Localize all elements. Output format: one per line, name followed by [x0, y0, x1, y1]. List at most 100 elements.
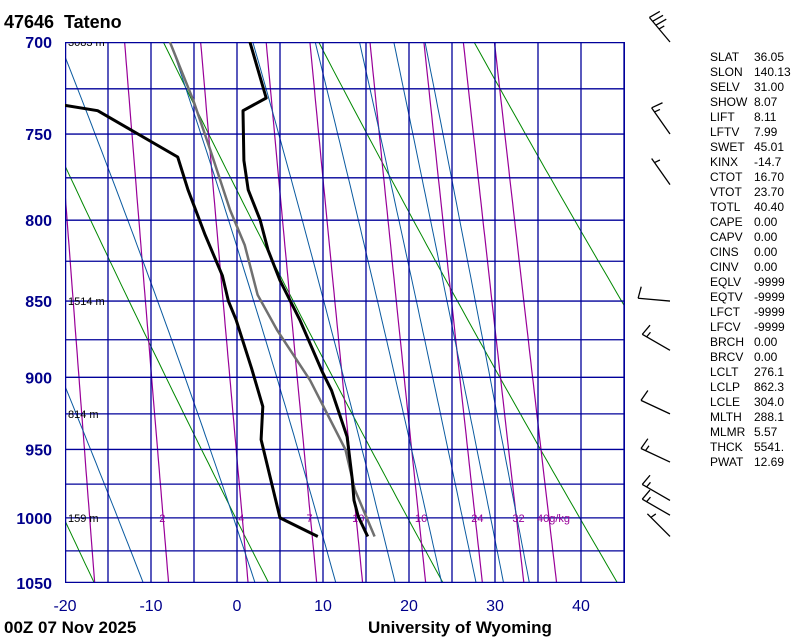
index-label: CINV [710, 260, 739, 274]
index-value: -9999 [754, 320, 785, 334]
height-label: 3083 m [68, 37, 105, 49]
dry-adiabat [162, 42, 444, 583]
wind-barb [637, 286, 671, 302]
index-label: MLTH [710, 410, 742, 424]
index-label: EQTV [710, 290, 743, 304]
index-label: MLMR [710, 425, 746, 439]
index-label: CINS [710, 245, 739, 259]
index-label: LFCT [710, 305, 741, 319]
index-value: 7.99 [754, 125, 778, 139]
index-value: 0.00 [754, 230, 778, 244]
pressure-tick-label: 950 [25, 442, 52, 459]
dewpoint-line [65, 103, 319, 538]
index-label: TOTL [710, 200, 741, 214]
wind-barb-staff [641, 483, 671, 502]
moist-adiabat [424, 42, 530, 583]
index-label: THCK [710, 440, 743, 454]
moist-adiabat [314, 42, 443, 583]
wind-barb [641, 474, 671, 502]
wind-barb [640, 438, 671, 463]
index-value: -9999 [754, 275, 785, 289]
pressure-tick-label: 750 [25, 127, 52, 144]
mixing-ratio-line [199, 42, 249, 583]
index-label: BRCV [710, 350, 743, 364]
index-value: 0.00 [754, 350, 778, 364]
height-label: 814 m [68, 409, 99, 421]
wind-barb-staff [648, 17, 671, 43]
wind-barb-half-tick [658, 25, 665, 30]
index-value: 140.13 [754, 65, 791, 79]
temperature-tick-label: -20 [53, 598, 76, 615]
wind-barb [641, 324, 671, 351]
index-value: 8.11 [754, 110, 777, 124]
temperature-tick-label: 20 [400, 598, 418, 615]
mixing-ratio-label: 2 [159, 513, 165, 525]
wind-barb-tick [640, 438, 649, 449]
index-label: CAPV [710, 230, 743, 244]
wind-barb-half-tick [654, 108, 661, 113]
wind-barb-half-tick [646, 496, 651, 503]
station-id: 47646 [4, 12, 54, 32]
dry-adiabat [473, 42, 625, 308]
index-value: 36.05 [754, 50, 784, 64]
dry-adiabat [318, 42, 618, 583]
index-label: CTOT [710, 170, 743, 184]
wind-barb-staff [651, 158, 671, 186]
height-label: 1514 m [68, 296, 105, 308]
wind-barbs [637, 10, 671, 537]
temperature-line [241, 42, 370, 538]
temperature-tick-label: 0 [233, 598, 242, 615]
index-value: 5.57 [754, 425, 778, 439]
wind-barb-staff [651, 107, 671, 135]
mixing-ratio-line [369, 42, 427, 583]
index-label: BRCH [710, 335, 744, 349]
index-value: 31.00 [754, 80, 784, 94]
index-value: 45.01 [754, 140, 784, 154]
mixing-ratio-line [493, 42, 558, 583]
wind-barb-staff [641, 333, 671, 351]
index-label: SELV [710, 80, 740, 94]
wind-barb-staff [641, 498, 671, 516]
moist-adiabat [358, 42, 477, 583]
wind-barb [651, 102, 671, 135]
pressure-tick-label: 1000 [16, 511, 52, 528]
moist-adiabat [252, 42, 396, 583]
index-value: 304.0 [754, 395, 784, 409]
wind-barb-staff [640, 399, 671, 415]
index-label: SWET [710, 140, 745, 154]
wind-barb [646, 513, 671, 537]
mixing-ratio-label: 32 [512, 513, 524, 525]
pressure-tick-label: 700 [25, 35, 52, 52]
temperature-tick-label: 40 [572, 598, 590, 615]
wind-barb [651, 158, 671, 186]
wind-barb-tick [655, 18, 667, 26]
index-label: CAPE [710, 215, 743, 229]
wind-barb-half-tick [654, 159, 661, 164]
index-value: -9999 [754, 305, 785, 319]
index-label: VTOT [710, 185, 742, 199]
pressure-tick-label: 1050 [16, 576, 52, 593]
index-value: 0.00 [754, 245, 778, 259]
index-value: 0.00 [754, 260, 778, 274]
moist-adiabat [65, 55, 256, 583]
wind-barb [641, 489, 671, 516]
index-label: PWAT [710, 455, 744, 469]
index-value: 12.69 [754, 455, 784, 469]
parcel-path-line [168, 42, 376, 537]
source-label: University of Wyoming [368, 618, 552, 637]
wind-barb [640, 390, 671, 415]
index-label: EQLV [710, 275, 741, 289]
wind-barb-half-tick [646, 331, 651, 338]
wind-barb-tick [641, 489, 651, 500]
wind-barb-tick [640, 390, 649, 401]
index-value: -9999 [754, 290, 785, 304]
index-value: 8.07 [754, 95, 778, 109]
index-value: 23.70 [754, 185, 784, 199]
wind-barb-staff [646, 513, 671, 537]
index-label: LFTV [710, 125, 739, 139]
wind-barb-half-tick [644, 445, 650, 452]
index-value: 0.00 [754, 335, 778, 349]
index-label: LFCV [710, 320, 741, 334]
temperature-tick-label: 10 [314, 598, 332, 615]
mixing-ratio-line [123, 42, 170, 583]
